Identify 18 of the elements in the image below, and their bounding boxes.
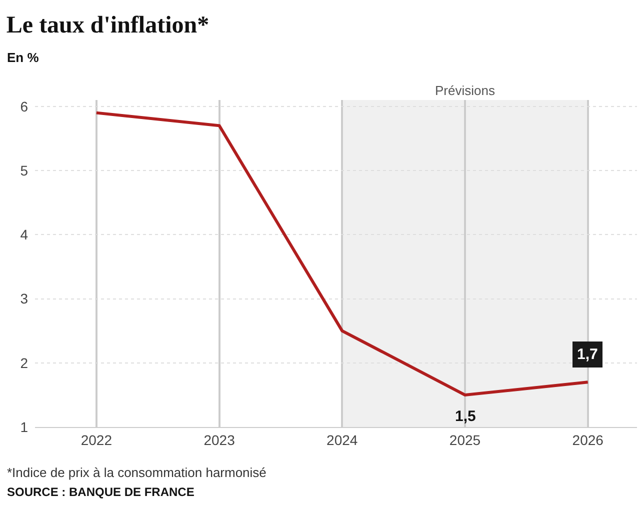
y-tick-label: 2: [20, 354, 28, 371]
x-tick-label: 2025: [449, 432, 481, 448]
y-tick-label: 6: [20, 98, 28, 114]
source-note: SOURCE : BANQUE DE FRANCE: [7, 485, 194, 499]
text: *Indice de prix à la consommation harmonisé: [7, 465, 266, 480]
y-tick-label: 5: [20, 162, 28, 178]
band-label: Prévisions: [435, 83, 496, 98]
data-label: 1,7: [577, 346, 598, 363]
chart-title: Le taux d'inflation*: [6, 12, 210, 38]
y-axis-title: En %: [7, 50, 40, 65]
y-tick-label: 3: [20, 290, 28, 307]
x-tick-label: 2026: [572, 432, 604, 448]
x-tick-label: 2024: [326, 432, 358, 448]
data-label: 1,5: [455, 408, 476, 425]
x-tick-label: 2023: [204, 432, 236, 448]
y-tick-label: 4: [20, 226, 28, 243]
y-tick-label: 1: [20, 418, 28, 435]
x-tick-label: 2022: [80, 432, 112, 448]
